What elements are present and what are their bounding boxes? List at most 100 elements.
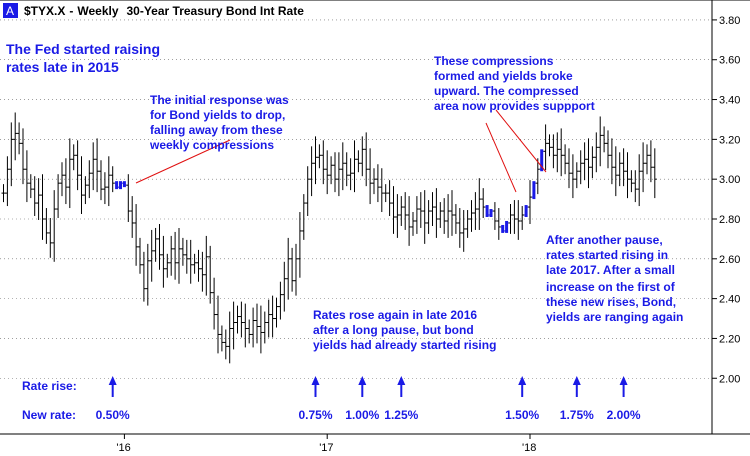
ohlc-bar	[28, 174, 33, 199]
ohlc-bar	[414, 196, 419, 234]
ohlc-bar	[313, 136, 318, 185]
ohlc-bar	[278, 281, 283, 320]
ohlc-bar	[570, 154, 575, 199]
arrow-head	[397, 376, 406, 385]
ohlc-bar	[227, 311, 232, 364]
rate-rise-arrow-icon	[518, 376, 527, 397]
ohlc-bar	[321, 140, 326, 185]
ohlc-bar	[9, 122, 14, 187]
ohlc-bar	[36, 178, 41, 220]
ohlc-bar	[177, 227, 181, 284]
ohlc-bar	[645, 144, 649, 175]
y-tick-label: 2.60	[719, 254, 740, 266]
annotation-compression-line2: formed and yields broke	[434, 69, 573, 83]
ohlc-bar	[192, 253, 197, 274]
arrow-head	[358, 376, 367, 385]
rate-rise-arrow-icon	[311, 376, 320, 397]
ohlc-bar	[344, 152, 349, 187]
compression-bar	[504, 220, 509, 233]
ohlc-bar	[551, 134, 556, 169]
ohlc-bar	[348, 158, 353, 191]
ohlc-bar	[48, 217, 53, 258]
ohlc-bar	[329, 156, 334, 185]
ohlc-bar	[379, 168, 384, 213]
ohlc-bar	[200, 251, 205, 292]
annotation-pause-line6: yields are ranging again	[546, 310, 683, 324]
ohlc-bar	[17, 122, 22, 155]
y-tick-label: 3.00	[719, 174, 740, 186]
compression-bar	[114, 181, 119, 190]
x-tick-label: '16	[116, 442, 130, 454]
rate-rise-arrow-icon	[108, 376, 117, 397]
arrow-head	[518, 376, 527, 385]
ohlc-bar	[83, 176, 88, 205]
ohlc-bar	[60, 162, 64, 197]
ohlc-bar	[102, 172, 107, 205]
ohlc-bar	[56, 174, 61, 218]
ohlc-bar	[368, 148, 373, 205]
new-rate-value: 2.00%	[607, 408, 641, 422]
ohlc-bar	[79, 156, 84, 215]
callout-line-initial	[135, 139, 231, 184]
ohlc-bar	[231, 301, 236, 350]
title-period: Weekly	[77, 4, 118, 18]
y-tick-label: 3.60	[719, 55, 740, 67]
annotation-compression-line1: These compressions	[434, 54, 554, 68]
ohlc-bar	[391, 186, 396, 234]
compression-bar	[122, 181, 127, 188]
y-axis-ticks: 2.00 2.20 2.40 2.60 2.80 3.00 3.20 3.40 3.60 3.80	[712, 15, 740, 385]
ohlc-bar	[21, 128, 25, 185]
ohlc-bar	[173, 231, 178, 280]
new-rate-value: 1.50%	[505, 408, 539, 422]
ohlc-bar	[184, 239, 189, 274]
annotation-pause-line4: increase on the first of	[546, 280, 676, 294]
ohlc-bar	[602, 126, 607, 153]
rate-rise-arrow-icon	[397, 376, 406, 397]
ohlc-bar	[180, 237, 185, 266]
compression-bar	[539, 149, 544, 172]
x-axis-ticks: '16 '17 '18	[116, 434, 536, 454]
annotation-compression-line3: upward. The compressed	[434, 84, 579, 98]
ohlc-bar	[336, 152, 341, 197]
ohlc-bar	[528, 180, 532, 224]
ohlc-bar	[67, 138, 72, 209]
ohlc-bar	[305, 166, 310, 217]
annotation-rose-line2: after a long pause, but bond	[313, 323, 474, 337]
ohlc-bar	[352, 140, 357, 193]
ohlc-bar	[235, 305, 240, 334]
ohlc-bar	[372, 168, 376, 195]
chart-title: $TYX.X - Weekly 30-Year Treasury Bond Int R…	[24, 4, 304, 18]
new-rate-value: 1.00%	[345, 408, 379, 422]
x-tick-label: '18	[522, 442, 536, 454]
ohlc-bar	[465, 210, 470, 238]
ohlc-bar	[512, 200, 517, 234]
ohlc-bar	[270, 295, 275, 338]
ohlc-bar	[99, 160, 103, 201]
ohlc-bar	[44, 208, 49, 244]
ohlc-bar	[594, 132, 599, 173]
ohlc-bar	[13, 112, 18, 161]
ohlc-bar	[356, 150, 361, 173]
ohlc-bar	[563, 144, 568, 175]
new-rate-value: 0.50%	[96, 408, 130, 422]
compression-bar	[485, 205, 490, 217]
ohlc-bar	[71, 144, 76, 171]
ohlc-bar	[590, 146, 595, 179]
ohlc-bar	[360, 136, 365, 177]
ohlc-bar	[555, 132, 560, 173]
ohlc-bar	[274, 297, 279, 328]
ohlc-bar	[457, 208, 462, 248]
ohlc-bar	[586, 138, 591, 189]
ohlc-bar	[461, 210, 466, 252]
annotation-rose-line1: Rates rose again in late 2016	[313, 308, 477, 322]
ohlc-bar	[208, 245, 213, 304]
ohlc-bar	[395, 194, 400, 238]
y-tick-label: 2.40	[719, 294, 740, 306]
ohlc-bar	[282, 261, 287, 312]
ohlc-bar	[473, 192, 478, 230]
ohlc-bar	[188, 239, 193, 284]
rate-rise-label: Rate rise:	[22, 379, 77, 393]
y-gridlines	[0, 19, 712, 379]
y-tick-label: 3.20	[719, 134, 740, 146]
rate-rise-arrows	[108, 376, 628, 397]
